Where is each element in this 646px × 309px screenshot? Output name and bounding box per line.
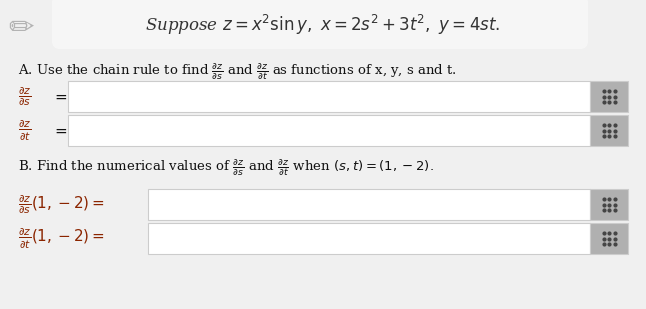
Text: $=$: $=$ [52,124,68,138]
Text: $\frac{\partial z}{\partial s}$: $\frac{\partial z}{\partial s}$ [18,86,31,108]
FancyBboxPatch shape [148,189,590,220]
Text: B. Find the numerical values of $\frac{\partial z}{\partial s}$ and $\frac{\part: B. Find the numerical values of $\frac{\… [18,157,433,178]
FancyBboxPatch shape [68,81,590,112]
Text: $\frac{\partial z}{\partial t}(1,-2) =$: $\frac{\partial z}{\partial t}(1,-2) =$ [18,227,105,251]
FancyBboxPatch shape [148,223,590,254]
Text: A. Use the chain rule to find $\frac{\partial z}{\partial s}$ and $\frac{\partia: A. Use the chain rule to find $\frac{\pa… [18,61,457,82]
FancyBboxPatch shape [590,115,628,146]
FancyBboxPatch shape [590,189,628,220]
FancyBboxPatch shape [590,223,628,254]
Text: $\frac{\partial z}{\partial t}$: $\frac{\partial z}{\partial t}$ [18,119,31,143]
Text: Suppose $z = x^2 \sin y,\ x = 2s^2 + 3t^2,\ y = 4st.$: Suppose $z = x^2 \sin y,\ x = 2s^2 + 3t^… [145,13,501,37]
Text: ✏: ✏ [8,14,34,43]
Text: $\frac{\partial z}{\partial s}(1,-2) =$: $\frac{\partial z}{\partial s}(1,-2) =$ [18,194,105,216]
FancyBboxPatch shape [590,81,628,112]
FancyBboxPatch shape [52,0,588,49]
Text: $=$: $=$ [52,90,68,104]
FancyBboxPatch shape [68,115,590,146]
